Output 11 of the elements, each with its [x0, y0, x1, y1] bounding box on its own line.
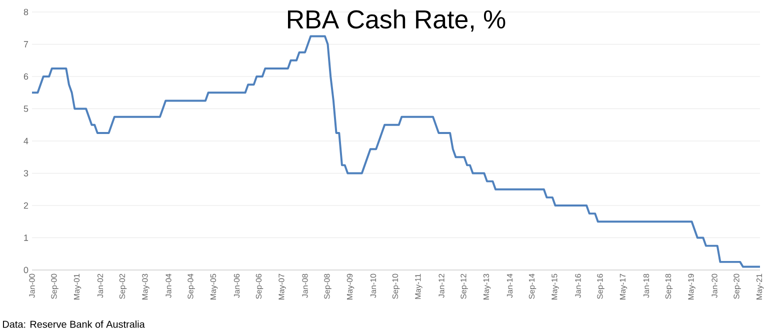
y-tick-label: 1 — [24, 234, 28, 241]
y-tick-label: 0 — [24, 266, 28, 274]
y-tick-label: 8 — [24, 8, 28, 16]
y-tick-label: 4 — [24, 138, 28, 144]
y-tick-label: 2 — [24, 202, 28, 209]
y-tick-label: 3 — [24, 170, 28, 176]
text: Data: Reserve Bank of Australia — [3, 320, 145, 328]
y-tick-label: 7 — [24, 41, 28, 48]
y-tick-label: 5 — [24, 106, 28, 112]
y-tick-label: 6 — [24, 73, 28, 80]
chart-title: RBA Cash Rate, % — [288, 10, 506, 32]
